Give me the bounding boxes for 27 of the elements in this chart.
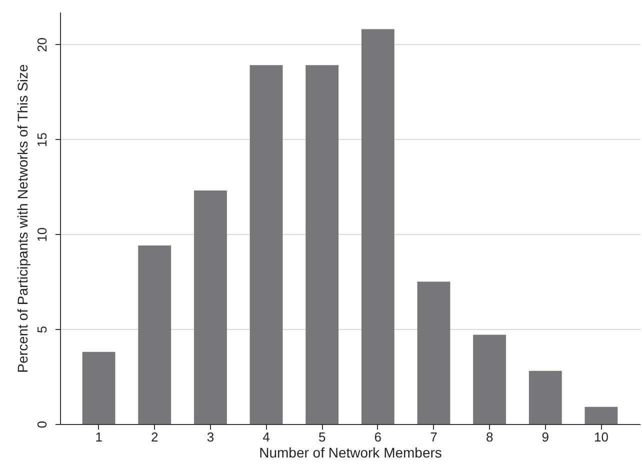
bar [250,65,283,424]
bar [473,334,506,424]
y-tick-label: 15 [34,132,50,147]
y-tick-label: 10 [34,227,50,242]
y-tick-label: 5 [34,326,50,334]
x-axis-title: Number of Network Members [259,444,442,460]
bar [306,65,339,424]
y-tick-label: 0 [34,420,50,428]
x-tick-label: 2 [151,430,158,444]
bar [361,29,394,424]
x-tick-label: 4 [262,430,270,444]
x-tick-label: 9 [542,430,549,444]
x-tick-label: 8 [486,430,494,444]
bar [82,352,116,424]
y-axis-title: Percent of Participants with Networks of This Size [14,64,30,373]
y-tick-label: 20 [34,38,50,52]
x-tick-label: 3 [206,430,214,444]
x-tick-label: 7 [430,430,438,444]
x-tick-label: 10 [594,430,608,444]
bar [138,246,172,424]
bar [528,370,562,424]
bar [194,190,227,424]
x-tick-label: 1 [95,430,102,444]
x-tick-label: 5 [318,430,326,444]
x-tick-label: 6 [374,430,382,444]
bar [417,282,450,424]
bar [584,406,618,424]
